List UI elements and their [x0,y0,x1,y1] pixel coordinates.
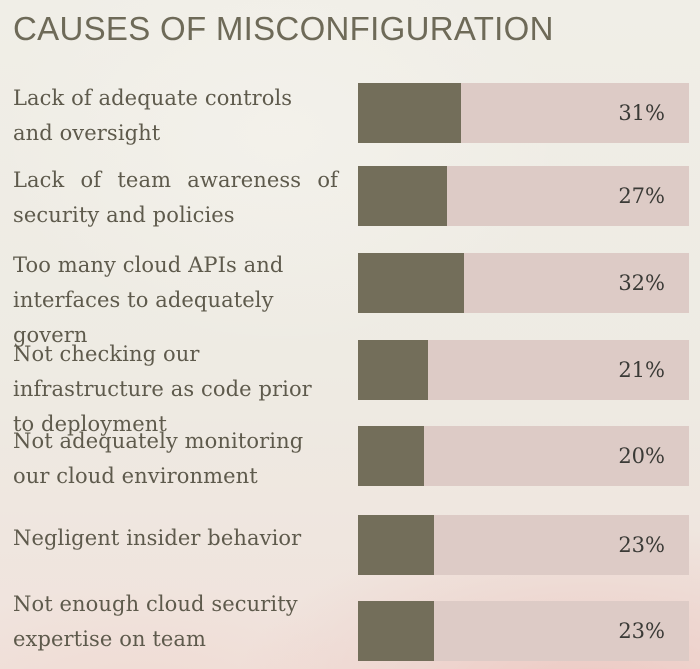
bar-1 [358,83,461,143]
category-label-7: Not enough cloud security expertise on t… [13,592,298,651]
value-label-6: 23% [618,533,665,557]
bar-3 [358,253,464,313]
bar-track-7: 23% [358,601,689,661]
bar-4 [358,340,428,400]
bar-track-2: 27% [358,166,689,226]
category-label-3: Too many cloud APIs and interfaces to ad… [13,253,284,347]
bar-row-7: Not enough cloud security expertise on t… [0,592,700,661]
value-label-1: 31% [618,101,665,125]
bar-row-6: Negligent insider behavior 23% [0,515,700,575]
bar-6 [358,515,434,575]
bar-row-4: Not checking our infrastructure as code … [0,340,700,436]
value-label-2: 27% [618,184,665,208]
value-label-4: 21% [618,358,665,382]
bar-track-3: 32% [358,253,689,313]
category-label-1: Lack of adequate controls and oversight [13,86,293,145]
value-label-7: 23% [618,619,665,643]
category-label-4: Not checking our infrastructure as code … [13,342,312,436]
bar-row-1: Lack of adequate controls and oversight … [0,83,700,145]
bar-5 [358,426,424,486]
bar-row-3: Too many cloud APIs and interfaces to ad… [0,253,700,347]
bar-row-2: Lack of team awareness of security and p… [0,166,700,227]
category-label-5: Not adequately monitoring our cloud envi… [13,429,304,488]
category-label-6: Negligent insider behavior [13,526,302,550]
bar-track-5: 20% [358,426,689,486]
bar-2 [358,166,447,226]
bar-row-5: Not adequately monitoring our cloud envi… [0,426,700,488]
category-label-2: Lack of team awareness of security and p… [13,168,338,227]
value-label-3: 32% [618,271,665,295]
bar-track-6: 23% [358,515,689,575]
value-label-5: 20% [618,444,665,468]
chart-title: CAUSES OF MISCONFIGURATION [13,10,554,47]
bar-7 [358,601,434,661]
bar-track-4: 21% [358,340,689,400]
bar-track-1: 31% [358,83,689,143]
